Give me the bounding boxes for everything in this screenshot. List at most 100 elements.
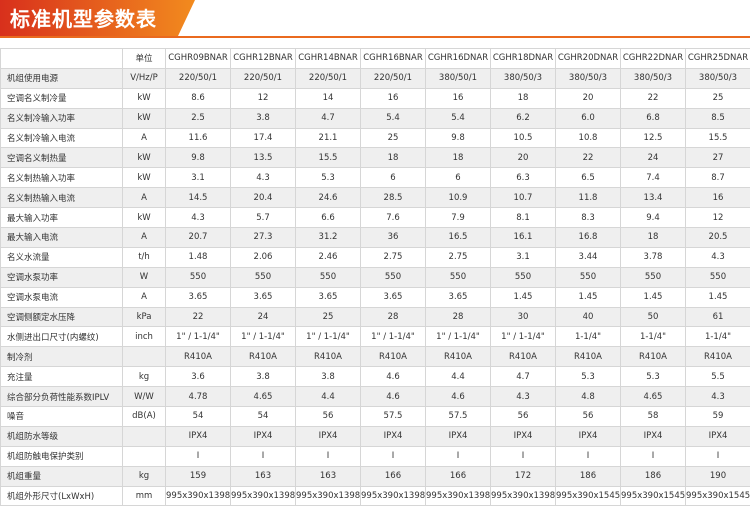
value-cell: 56 [296,407,361,427]
value-cell: 4.3 [231,168,296,188]
value-cell: 27.3 [231,228,296,248]
value-cell: 995x390x1545 [621,486,686,506]
value-cell: 2.5 [166,108,231,128]
value-cell: 163 [296,466,361,486]
row-label: 最大输入功率 [1,208,123,228]
value-cell: 995x390x1398 [491,486,556,506]
value-cell: 16 [361,88,426,108]
value-cell: 56 [556,407,621,427]
row-label: 名义制热输入电流 [1,188,123,208]
model-header: CGHR16DNAR [426,49,491,69]
value-cell: I [166,446,231,466]
value-cell: 54 [231,407,296,427]
value-cell: 550 [231,267,296,287]
value-cell: 1-1/4" [621,327,686,347]
value-cell: 20 [491,148,556,168]
value-cell: 9.8 [166,148,231,168]
value-cell: R410A [686,347,750,367]
value-cell: 3.44 [556,247,621,267]
value-cell: 550 [621,267,686,287]
unit-cell: A [123,188,166,208]
value-cell: 18 [621,228,686,248]
unit-cell: inch [123,327,166,347]
value-cell: 20 [556,88,621,108]
value-cell: 1" / 1-1/4" [361,327,426,347]
value-cell: 6 [426,168,491,188]
value-cell: R410A [621,347,686,367]
value-cell: 3.65 [426,287,491,307]
value-cell: 4.8 [556,387,621,407]
value-cell: 220/50/1 [361,68,426,88]
value-cell: 2.75 [361,247,426,267]
value-cell: 6.0 [556,108,621,128]
value-cell: 17.4 [231,128,296,148]
value-cell: IPX4 [426,426,491,446]
value-cell: 380/50/3 [621,68,686,88]
row-label: 充注量 [1,367,123,387]
value-cell: 995x390x1398 [426,486,491,506]
value-cell: 172 [491,466,556,486]
value-cell: 12.5 [621,128,686,148]
row-label: 空调水泵电流 [1,287,123,307]
unit-cell: A [123,128,166,148]
value-cell: 4.78 [166,387,231,407]
value-cell: IPX4 [231,426,296,446]
value-cell: 3.65 [231,287,296,307]
value-cell: 59 [686,407,750,427]
value-cell: IPX4 [296,426,361,446]
value-cell: 14.5 [166,188,231,208]
value-cell: 24 [231,307,296,327]
row-label: 机组重量 [1,466,123,486]
unit-cell: kW [123,88,166,108]
value-cell: 1.45 [556,287,621,307]
value-cell: 5.3 [621,367,686,387]
row-label: 名义水流量 [1,247,123,267]
value-cell: 20.4 [231,188,296,208]
value-cell: 10.9 [426,188,491,208]
value-cell: 25 [296,307,361,327]
value-cell: 159 [166,466,231,486]
row-label: 空调名义制热量 [1,148,123,168]
model-header: CGHR12BNAR [231,49,296,69]
value-cell: 9.4 [621,208,686,228]
row-label: 名义制冷输入功率 [1,108,123,128]
value-cell: 5.7 [231,208,296,228]
value-cell: 4.6 [361,387,426,407]
unit-cell: kPa [123,307,166,327]
value-cell: 166 [361,466,426,486]
value-cell: R410A [361,347,426,367]
value-cell: 16.8 [556,228,621,248]
value-cell: 1-1/4" [556,327,621,347]
value-cell: 57.5 [426,407,491,427]
unit-cell: kW [123,168,166,188]
value-cell: 1.45 [686,287,750,307]
value-cell: 56 [491,407,556,427]
value-cell: 550 [686,267,750,287]
value-cell: I [686,446,750,466]
value-cell: 166 [426,466,491,486]
unit-cell: A [123,287,166,307]
value-cell: 995x390x1545 [556,486,621,506]
value-cell: 27 [686,148,750,168]
value-cell: 16 [686,188,750,208]
value-cell: 5.4 [361,108,426,128]
value-cell: 6.3 [491,168,556,188]
value-cell: 30 [491,307,556,327]
row-label: 空调水泵功率 [1,267,123,287]
value-cell: 22 [621,88,686,108]
value-cell: 15.5 [296,148,361,168]
model-header: CGHR09BNAR [166,49,231,69]
value-cell: 3.78 [621,247,686,267]
value-cell: 5.5 [686,367,750,387]
